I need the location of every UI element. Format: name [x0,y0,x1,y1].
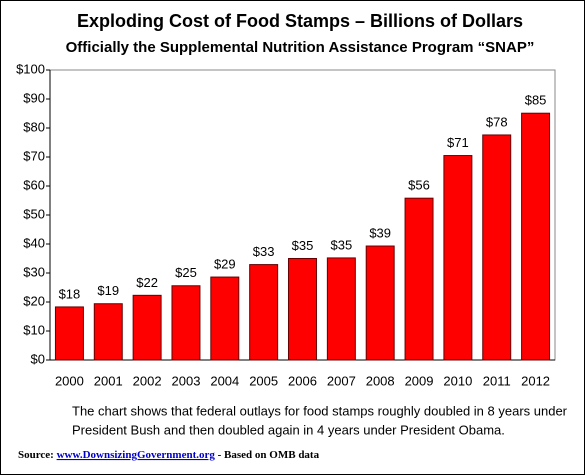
value-label: $35 [330,237,352,252]
x-tick-label: 2003 [172,373,201,388]
bar [93,303,123,361]
y-tick-label: $60 [23,177,45,192]
bar [288,258,317,361]
value-label: $18 [59,286,81,301]
value-label: $19 [97,283,119,298]
y-tick-label: $70 [23,148,45,163]
y-tick-label: $0 [31,351,45,366]
value-label: $39 [369,225,391,240]
value-label: $56 [408,178,430,193]
x-tick-label: 2010 [443,373,472,388]
y-tick-label: $100 [16,61,45,76]
value-label: $29 [214,256,236,271]
x-tick-label: 2011 [483,373,511,388]
value-label: $78 [486,114,508,129]
y-tick-label: $90 [23,90,45,105]
bar [132,294,162,361]
note-line: President Bush and then doubled again in… [72,422,505,437]
x-tick-label: 2002 [133,373,162,388]
chart-subtitle: Officially the Supplemental Nutrition As… [66,39,535,56]
y-tick-label: $40 [23,235,45,250]
value-label: $25 [175,265,197,280]
bar [404,197,434,361]
bar [326,257,356,361]
y-tick-label: $80 [23,119,45,134]
bar [443,155,473,361]
source-label: Source: [18,449,54,461]
x-tick-label: 2007 [327,373,356,388]
value-label: $85 [525,93,547,108]
bar [171,285,201,361]
value-label: $33 [253,244,275,259]
note-line: The chart shows that federal outlays for… [72,403,568,418]
value-label: $71 [447,135,469,150]
y-tick-label: $30 [23,264,45,279]
x-tick-label: 2001 [94,373,123,388]
x-tick-label: 2012 [521,373,550,388]
x-tick-label: 2006 [288,373,317,388]
x-tick-label: 2000 [55,373,84,388]
source-link[interactable]: www.DownsizingGovernment.org [57,449,216,461]
bar [54,306,84,361]
source: Source: www.DownsizingGovernment.org - B… [18,449,320,461]
bar [482,134,512,361]
x-tick-label: 2004 [210,373,239,388]
bar [365,245,395,361]
bar [521,112,551,361]
bar [249,264,279,361]
value-label: $22 [136,275,158,290]
x-tick-label: 2005 [249,373,278,388]
y-tick-label: $10 [23,322,45,337]
bar [210,276,240,361]
x-tick-label: 2008 [366,373,395,388]
y-tick-label: $50 [23,206,45,221]
source-suffix: - Based on OMB data [218,449,320,461]
chart-title: Exploding Cost of Food Stamps – Billions… [77,11,523,31]
value-label: $35 [292,238,314,253]
y-tick-label: $20 [23,293,45,308]
x-tick-label: 2009 [405,373,434,388]
